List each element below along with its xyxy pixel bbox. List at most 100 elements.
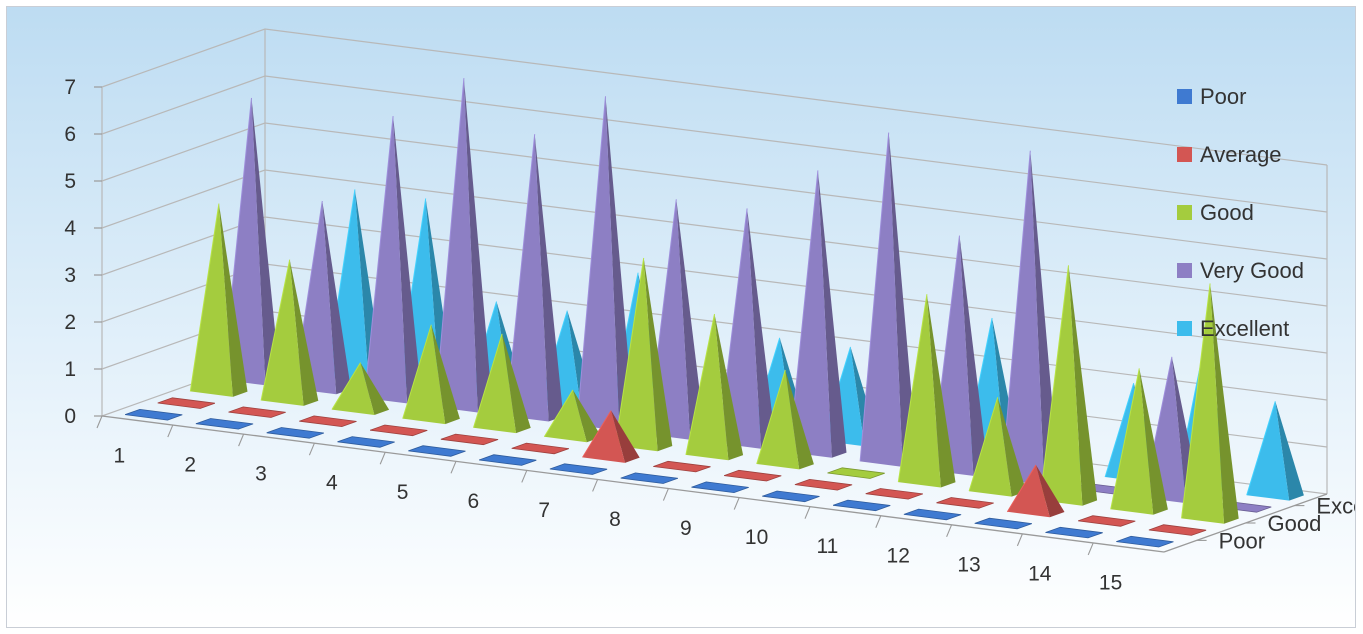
y-tick-label: 4 — [64, 217, 76, 240]
pyramid-very-good — [859, 132, 918, 467]
pyramid-poor — [195, 418, 254, 430]
pyramid-average — [228, 406, 286, 418]
pyramid-right-face — [997, 397, 1027, 497]
base-square — [511, 442, 570, 455]
pyramid-poor — [124, 408, 183, 421]
pyramid-edge — [1001, 150, 1031, 480]
pyramid-right-face — [714, 314, 744, 461]
x-tick-label: 14 — [1028, 562, 1052, 585]
pyramid-edge — [582, 410, 612, 458]
x-tick-label: 7 — [538, 499, 550, 522]
y-tick-label: 6 — [64, 123, 76, 146]
x-tick-label: 6 — [468, 490, 480, 513]
base-square — [1116, 535, 1174, 548]
pyramid-edge — [1181, 283, 1211, 519]
pyramid-edge — [614, 257, 645, 446]
pyramid-front-face — [1007, 464, 1050, 518]
x-tick-label: 15 — [1099, 571, 1122, 594]
depth-label: Poor — [1219, 528, 1265, 553]
legend-label: Very Good — [1200, 258, 1304, 283]
pyramid-front-face — [402, 324, 446, 425]
base-square — [1148, 524, 1207, 536]
x-tick-label: 4 — [326, 472, 338, 495]
pyramid-average — [865, 488, 924, 500]
pyramid-front-face — [506, 134, 549, 422]
pyramid-poor — [408, 445, 466, 457]
pyramid-average — [794, 478, 853, 491]
base-square — [653, 460, 711, 473]
x-tick-label: 5 — [397, 481, 409, 504]
pyramid-poor — [337, 436, 395, 448]
pyramid-good — [260, 259, 319, 406]
pyramid-good — [543, 389, 602, 443]
x-tick — [804, 506, 811, 519]
x-tick — [875, 515, 882, 528]
x-tick — [1016, 533, 1023, 547]
pyramid-front-face — [1039, 265, 1083, 506]
base-square — [691, 481, 749, 494]
x-tick — [521, 470, 528, 483]
base-square — [157, 397, 216, 409]
pyramid-front-face — [969, 397, 1012, 497]
pyramid-front-face — [860, 132, 903, 467]
pyramid-right-face — [605, 96, 635, 431]
pyramid-edge — [473, 333, 503, 428]
pyramid-edge — [331, 362, 361, 410]
x-tick-label: 11 — [816, 535, 838, 558]
base-square — [974, 517, 1033, 530]
x-tick-label: 2 — [184, 454, 196, 477]
base-square — [124, 408, 183, 421]
chart-frame: 01234567123456789101112131415Excelle...G… — [6, 6, 1356, 628]
pyramid-average — [723, 469, 782, 482]
x-tick — [167, 424, 174, 438]
pyramid-right-face — [218, 203, 248, 397]
y-tick-label: 2 — [64, 311, 76, 334]
base-square — [299, 415, 357, 428]
pyramid-right-face — [502, 333, 531, 434]
pyramid-front-face — [685, 314, 729, 461]
x-tick-label: 12 — [887, 544, 910, 567]
pyramid-front-face — [190, 203, 233, 397]
base-square — [1077, 515, 1136, 527]
pyramid-right-face — [360, 362, 390, 415]
legend-label: Excellent — [1200, 316, 1289, 341]
pyramid-edge — [968, 397, 999, 492]
pyramid-very-good — [434, 78, 493, 413]
pyramid-right-face — [1035, 464, 1065, 518]
base-square — [337, 436, 395, 448]
base-square — [620, 472, 679, 484]
pyramid-right-face — [251, 97, 281, 386]
pyramid-average — [653, 460, 711, 473]
pyramid-good — [1039, 265, 1098, 506]
x-axis-line — [101, 415, 1165, 553]
pyramid-poor — [691, 481, 749, 494]
base-square — [549, 463, 608, 475]
x-tick-label: 3 — [255, 463, 267, 486]
pyramid-right-face — [643, 257, 673, 452]
pyramid-front-face — [473, 333, 516, 434]
pyramid-good — [1110, 368, 1168, 515]
pyramid-right-face — [463, 78, 493, 413]
pyramid-front-face — [1246, 401, 1290, 501]
legend-swatch — [1177, 321, 1192, 336]
pyramid-right-face — [926, 294, 956, 488]
pyramid-edge — [1104, 382, 1135, 478]
pyramid-edge — [1246, 401, 1276, 496]
pyramid-poor — [549, 463, 608, 475]
axes: 01234567123456789101112131415Excelle...G… — [64, 76, 1355, 594]
pyramid-front-face — [1001, 150, 1045, 485]
base-square — [195, 418, 254, 430]
legend-swatch — [1177, 263, 1192, 278]
x-tick-label: 13 — [957, 553, 980, 576]
x-tick — [450, 461, 457, 474]
pyramid-front-face — [544, 389, 587, 443]
pyramid-front-face — [261, 259, 304, 406]
pyramid-average — [511, 442, 570, 455]
legend-swatch — [1177, 205, 1192, 220]
legend-label: Average — [1200, 142, 1282, 167]
base-square — [827, 467, 885, 479]
base-square — [478, 454, 537, 466]
pyramid-front-face — [364, 116, 407, 404]
pyramid-front-face — [435, 78, 478, 413]
pyramid-edge — [897, 294, 928, 483]
